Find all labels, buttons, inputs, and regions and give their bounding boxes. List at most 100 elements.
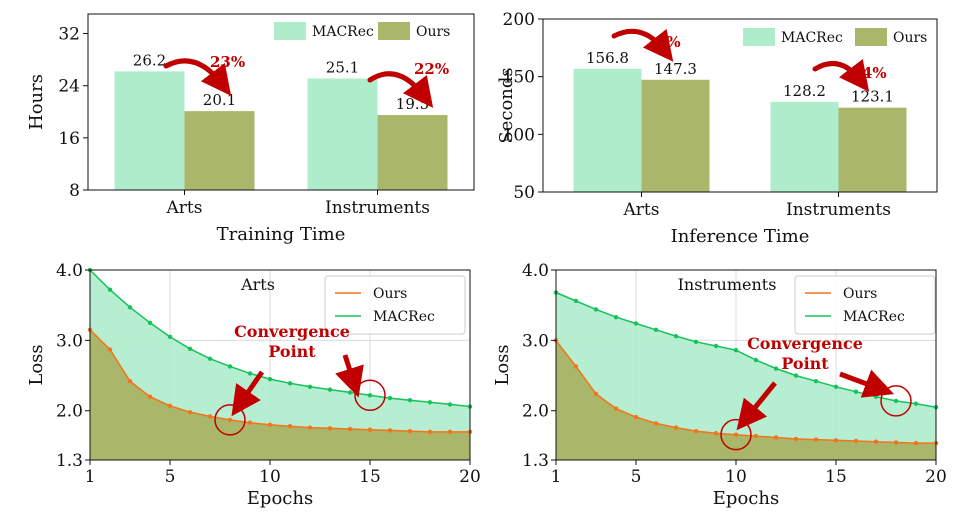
reduction-arrow: [163, 58, 232, 96]
x-axis-title: Training Time: [217, 224, 346, 245]
bar-macrec-0: [573, 68, 642, 192]
point-ours: [793, 436, 799, 442]
x-tick-label: 5: [631, 467, 642, 487]
y-tick-label: 100: [503, 125, 535, 145]
legend-box: [794, 275, 936, 335]
point-ours: [207, 414, 213, 419]
y-tick-label: 24: [58, 77, 80, 97]
point-macrec: [147, 320, 153, 325]
y-axis-title: Seconds: [496, 67, 517, 143]
plot-frame: [87, 13, 475, 191]
point-ours: [913, 440, 919, 446]
y-tick-label: 32: [58, 25, 80, 45]
point-macrec: [367, 393, 373, 398]
training-time-chart: 26.220.123%Arts25.119.522%Instruments816…: [26, 13, 475, 245]
point-ours: [167, 403, 173, 409]
point-ours: [187, 409, 193, 415]
point-macrec: [387, 395, 393, 401]
point-ours: [733, 432, 739, 437]
point-macrec: [407, 397, 413, 403]
point-ours: [613, 406, 619, 411]
y-tick-label: 4.0: [522, 261, 549, 281]
legend-swatch: [743, 28, 775, 46]
point-macrec: [447, 402, 453, 407]
point-ours: [713, 431, 719, 436]
y-tick-label: 2.0: [56, 402, 83, 422]
point-ours: [447, 429, 453, 435]
legend-label: Ours: [373, 286, 407, 302]
x-tick-label: 1: [551, 467, 562, 487]
point-ours: [127, 378, 133, 384]
convergence-label-line2: Point: [781, 354, 829, 373]
point-ours: [307, 425, 313, 430]
point-ours: [673, 425, 679, 430]
point-macrec: [893, 398, 899, 404]
legend-swatch: [274, 22, 306, 40]
convergence-label-line1: Convergence: [747, 334, 863, 353]
convergence-arrow: [335, 354, 364, 398]
y-tick-label: 150: [503, 68, 535, 88]
y-tick-label: 3.0: [56, 331, 83, 351]
y-tick-label: 4.0: [56, 261, 83, 281]
bar-ours-0: [184, 111, 255, 190]
point-ours: [693, 428, 699, 434]
y-tick-label: 1.3: [56, 451, 83, 471]
point-ours: [893, 440, 899, 445]
y-tick-label: 16: [58, 129, 80, 149]
x-tick-label: 1: [85, 467, 96, 487]
bar-macrec-1: [770, 101, 839, 192]
area-macrec: [556, 292, 936, 460]
x-tick-label: 15: [359, 467, 381, 487]
x-axis-title: Epochs: [713, 488, 779, 509]
subplot-title: Arts: [240, 275, 275, 294]
point-macrec: [187, 346, 193, 352]
bar-value-label: 156.8: [586, 49, 629, 67]
point-ours: [853, 438, 859, 444]
point-ours: [813, 437, 819, 442]
point-ours: [147, 394, 153, 399]
point-macrec: [227, 364, 233, 369]
convergence-label-line1: Convergence: [234, 322, 350, 341]
y-axis-title: Loss: [26, 344, 47, 385]
point-macrec: [853, 389, 859, 394]
point-ours: [633, 414, 639, 420]
subplot-title: Instruments: [678, 275, 777, 294]
point-macrec: [207, 356, 213, 361]
legend-label: MACRec: [781, 30, 843, 46]
point-ours: [327, 426, 333, 431]
x-tick-label: 20: [925, 467, 947, 487]
convergence-circle: [720, 418, 752, 451]
line-ours: [89, 329, 470, 433]
point-macrec: [267, 376, 273, 382]
point-ours: [107, 347, 113, 352]
point-ours: [873, 439, 879, 444]
x-tick-label: Instruments: [325, 198, 430, 218]
bar-macrec-1: [307, 78, 378, 190]
legend-label: MACRec: [312, 24, 374, 40]
area-ours: [90, 329, 470, 460]
legend-box: [324, 275, 466, 335]
y-axis-title: Hours: [26, 74, 47, 130]
point-ours: [247, 420, 253, 425]
legend-label: Ours: [843, 286, 877, 302]
point-ours: [653, 421, 659, 426]
y-tick-label: 200: [503, 10, 535, 30]
y-tick-label: 3.0: [522, 331, 549, 351]
loss-instruments-chart: 1 5 10 15 201.32.03.04.0EpochsLossInstrument…: [492, 261, 947, 509]
bar-value-label: 26.2: [133, 51, 166, 69]
point-macrec: [167, 334, 173, 340]
line-ours: [555, 339, 936, 444]
x-axis-title: Epochs: [247, 488, 313, 509]
point-macrec: [813, 378, 819, 384]
y-tick-label: 8: [69, 181, 80, 201]
bar-value-label: 147.3: [654, 60, 697, 78]
legend-swatch: [855, 28, 887, 46]
point-macrec: [753, 357, 759, 363]
x-tick-label: 5: [165, 467, 176, 487]
point-macrec: [693, 339, 699, 344]
x-tick-label: 15: [825, 467, 847, 487]
point-macrec: [913, 401, 919, 406]
point-macrec: [347, 390, 353, 395]
point-macrec: [773, 366, 779, 371]
